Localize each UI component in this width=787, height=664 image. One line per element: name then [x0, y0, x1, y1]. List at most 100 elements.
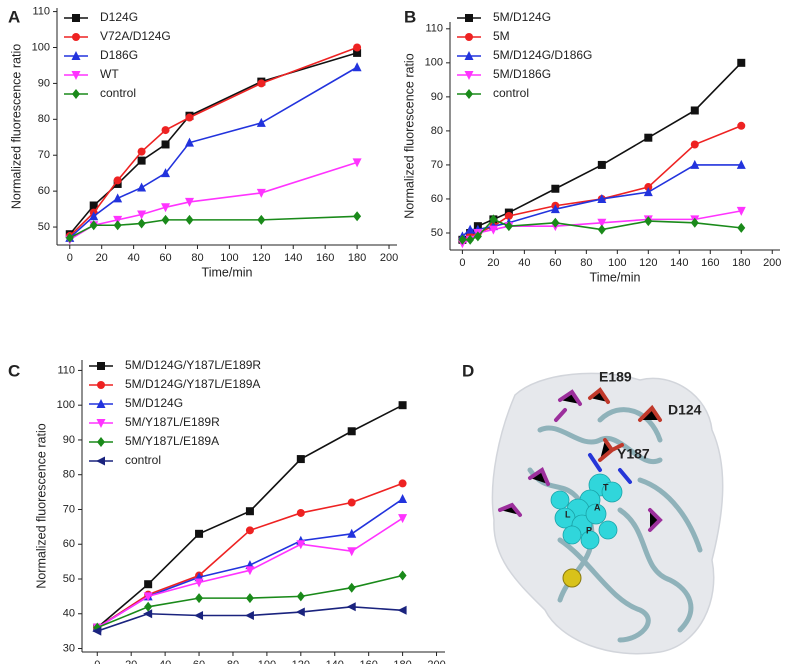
marker — [690, 140, 699, 149]
x-tick-label: 160 — [316, 252, 334, 264]
marker — [347, 528, 357, 538]
marker — [144, 580, 153, 589]
y-tick-label: 30 — [63, 642, 75, 654]
legend-marker — [96, 456, 105, 466]
marker — [113, 193, 123, 203]
y-axis-title: Normalized fluorescence ratio — [9, 44, 23, 209]
marker — [644, 133, 653, 142]
marker — [89, 211, 99, 221]
y-tick-label: 90 — [431, 91, 443, 103]
legend-marker — [97, 381, 105, 389]
marker — [137, 210, 147, 220]
x-tick-label: 200 — [763, 257, 781, 269]
marker — [397, 605, 407, 615]
marker — [245, 507, 254, 516]
side-chains — [498, 387, 663, 532]
legend-marker — [97, 362, 105, 370]
metal-ion — [562, 568, 582, 588]
marker — [736, 206, 746, 216]
y-tick-label: 50 — [38, 221, 50, 233]
legend-label: control — [125, 453, 161, 467]
series-line — [69, 46, 358, 237]
marker — [347, 547, 357, 557]
x-tick-label: 80 — [227, 659, 239, 664]
legend-marker — [465, 14, 473, 22]
x-tick-label: 120 — [292, 659, 310, 664]
marker — [195, 529, 204, 538]
marker — [184, 137, 194, 147]
legend-label: V72A/D124G — [100, 29, 171, 43]
marker — [458, 234, 467, 245]
marker — [245, 593, 254, 604]
x-tick-label: 140 — [326, 659, 344, 664]
marker — [257, 214, 266, 225]
x-tick-label: 20 — [96, 252, 108, 264]
x-tick-label: 160 — [359, 659, 377, 664]
legend-label: control — [493, 86, 529, 100]
marker — [737, 58, 746, 67]
legend-marker — [96, 419, 106, 428]
legend-marker — [97, 437, 105, 447]
x-tick-label: 120 — [252, 252, 270, 264]
legend-marker — [465, 33, 473, 41]
x-tick-label: 40 — [518, 257, 530, 269]
x-tick-label: 40 — [159, 659, 171, 664]
marker — [137, 182, 147, 192]
y-tick-label: 90 — [38, 77, 50, 89]
y-tick-label: 110 — [425, 23, 443, 35]
x-tick-label: 80 — [191, 252, 203, 264]
x-tick-label: 200 — [427, 659, 445, 664]
marker — [185, 214, 194, 225]
marker — [137, 147, 146, 156]
marker — [353, 43, 362, 52]
marker — [89, 201, 98, 210]
marker — [257, 79, 266, 88]
marker — [296, 455, 305, 464]
panel-label: B — [404, 7, 416, 26]
legend-label: 5M/Y187L/E189R — [125, 415, 220, 429]
x-tick-label: 80 — [580, 257, 592, 269]
marker — [644, 216, 653, 227]
marker — [690, 159, 700, 169]
y-tick-label: 40 — [63, 608, 75, 620]
legend-label: D186G — [100, 48, 138, 62]
marker — [690, 106, 699, 115]
marker — [398, 479, 407, 488]
marker — [143, 609, 153, 619]
series-line — [96, 482, 403, 629]
y-tick-label: 100 — [57, 399, 75, 411]
marker — [194, 611, 204, 620]
x-axis-title: Time/min — [202, 265, 253, 279]
line-chart: 0 20 40 60 80 100 120 140 160 180 200 50 60 70 80 90 100… — [8, 5, 398, 279]
legend-marker — [465, 89, 473, 99]
x-tick-label: 140 — [670, 257, 688, 269]
x-tick-label: 0 — [459, 257, 465, 269]
marker — [256, 117, 266, 127]
marker — [144, 601, 153, 612]
legend-label: 5M/D124G/Y187L/E189A — [125, 377, 260, 391]
marker — [161, 126, 170, 135]
marker — [161, 214, 170, 225]
y-tick-label: 50 — [431, 227, 443, 239]
marker — [143, 592, 153, 602]
y-tick-label: 80 — [63, 469, 75, 481]
legend-marker — [464, 51, 474, 60]
marker — [245, 566, 255, 576]
y-tick-label: 50 — [63, 573, 75, 585]
x-axis-title: Time/min — [590, 270, 641, 284]
y-tick-label: 70 — [63, 503, 75, 515]
marker — [296, 591, 305, 602]
marker — [550, 204, 560, 214]
marker — [296, 508, 305, 517]
marker — [398, 494, 408, 504]
series-line — [462, 125, 742, 241]
marker — [89, 220, 98, 231]
marker — [465, 224, 475, 234]
marker — [347, 498, 356, 507]
surface — [491, 372, 724, 655]
x-tick-label: 100 — [258, 659, 276, 664]
marker — [113, 176, 122, 185]
x-tick-label: 60 — [159, 252, 171, 264]
marker — [161, 168, 171, 178]
marker — [504, 211, 513, 220]
